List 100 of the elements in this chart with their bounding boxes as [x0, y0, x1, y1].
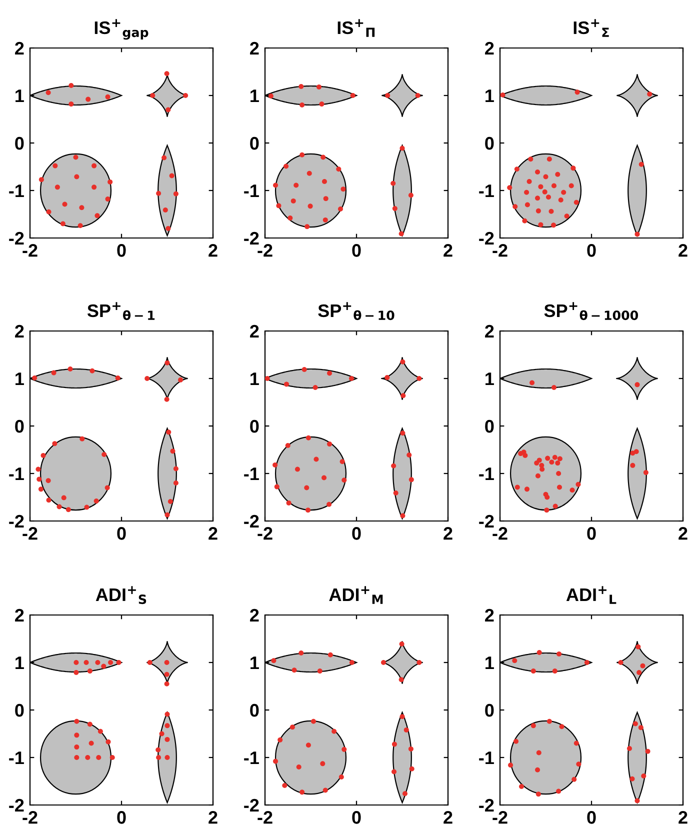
point: [150, 92, 156, 98]
point: [36, 466, 41, 472]
point: [46, 478, 51, 484]
y-tick-label: 0: [250, 136, 259, 150]
chart-title: IS$^{+}$$_{gap}$: [94, 19, 148, 40]
point: [400, 513, 406, 518]
point: [282, 783, 288, 788]
point: [400, 430, 406, 436]
point: [551, 385, 556, 390]
point: [408, 192, 414, 198]
point: [322, 475, 327, 480]
point: [88, 740, 94, 746]
point: [546, 194, 551, 200]
point: [290, 198, 296, 204]
point: [38, 486, 44, 492]
point: [74, 660, 79, 666]
x-tick-label: 2: [444, 811, 452, 824]
point: [556, 651, 562, 656]
x-tick-label: 0: [117, 527, 126, 540]
point: [278, 737, 283, 742]
point: [634, 798, 640, 804]
point: [535, 473, 540, 478]
point: [400, 393, 406, 398]
point: [393, 490, 398, 496]
point: [178, 377, 184, 382]
point: [36, 476, 42, 482]
point: [323, 196, 328, 202]
point: [169, 173, 174, 178]
point: [643, 470, 648, 476]
point: [147, 660, 152, 666]
point: [551, 222, 556, 228]
point: [162, 155, 167, 160]
point: [320, 761, 326, 766]
point: [544, 494, 550, 500]
chart-title: SP$^{+}$$_{θ−1000}$: [544, 302, 638, 320]
point: [336, 166, 342, 172]
x-tick-label: 2: [678, 811, 688, 824]
point: [173, 466, 178, 472]
point: [294, 182, 299, 188]
point: [102, 452, 107, 458]
point: [74, 670, 79, 675]
point: [68, 102, 74, 107]
point: [302, 366, 307, 372]
point: [392, 742, 397, 747]
point: [317, 668, 322, 674]
point: [322, 217, 328, 222]
point: [294, 466, 300, 472]
point: [416, 660, 422, 666]
point: [552, 668, 558, 674]
y-tick-label: 2: [250, 324, 259, 338]
point: [166, 107, 171, 112]
point: [61, 495, 66, 500]
point: [312, 385, 318, 390]
point: [636, 644, 641, 650]
y-tick-label: -1: [9, 184, 24, 198]
y-tick-label: -2: [244, 232, 259, 245]
point: [46, 209, 52, 214]
point: [164, 723, 170, 728]
point: [90, 368, 95, 374]
point: [400, 714, 405, 720]
y-tick-label: -2: [9, 514, 24, 528]
y-tick-label: -1: [9, 468, 24, 480]
point: [551, 183, 556, 188]
y-tick-label: -2: [9, 232, 24, 245]
y-tick-label: -2: [9, 798, 24, 812]
point: [402, 791, 408, 796]
x-tick-label: 2: [678, 244, 688, 257]
y-tick-label: -1: [479, 468, 494, 480]
point: [105, 94, 110, 100]
point: [290, 724, 295, 730]
point: [32, 376, 38, 381]
point: [92, 184, 97, 190]
point: [159, 731, 164, 736]
point: [98, 728, 103, 734]
point: [342, 746, 347, 752]
point: [66, 507, 71, 512]
point: [292, 668, 297, 673]
point: [645, 748, 650, 754]
x-tick-label: 2: [208, 811, 218, 824]
point: [296, 764, 302, 770]
point: [166, 226, 171, 232]
y-tick-label: -1: [244, 184, 259, 198]
chart-title: ADI$^{+}$$_{S}$: [96, 586, 146, 604]
point: [556, 470, 562, 476]
point: [272, 462, 278, 468]
point: [173, 480, 178, 486]
point: [168, 499, 173, 504]
point: [398, 231, 404, 236]
point: [538, 222, 544, 228]
point: [80, 436, 85, 442]
point: [84, 504, 90, 510]
y-tick-label: 0: [485, 704, 494, 717]
point: [524, 486, 530, 492]
y-tick-label: 1: [16, 656, 24, 670]
point: [556, 788, 562, 794]
point: [574, 200, 579, 205]
point: [110, 754, 115, 760]
point: [400, 146, 405, 151]
point: [349, 660, 354, 666]
y-tick-label: 1: [16, 372, 24, 386]
